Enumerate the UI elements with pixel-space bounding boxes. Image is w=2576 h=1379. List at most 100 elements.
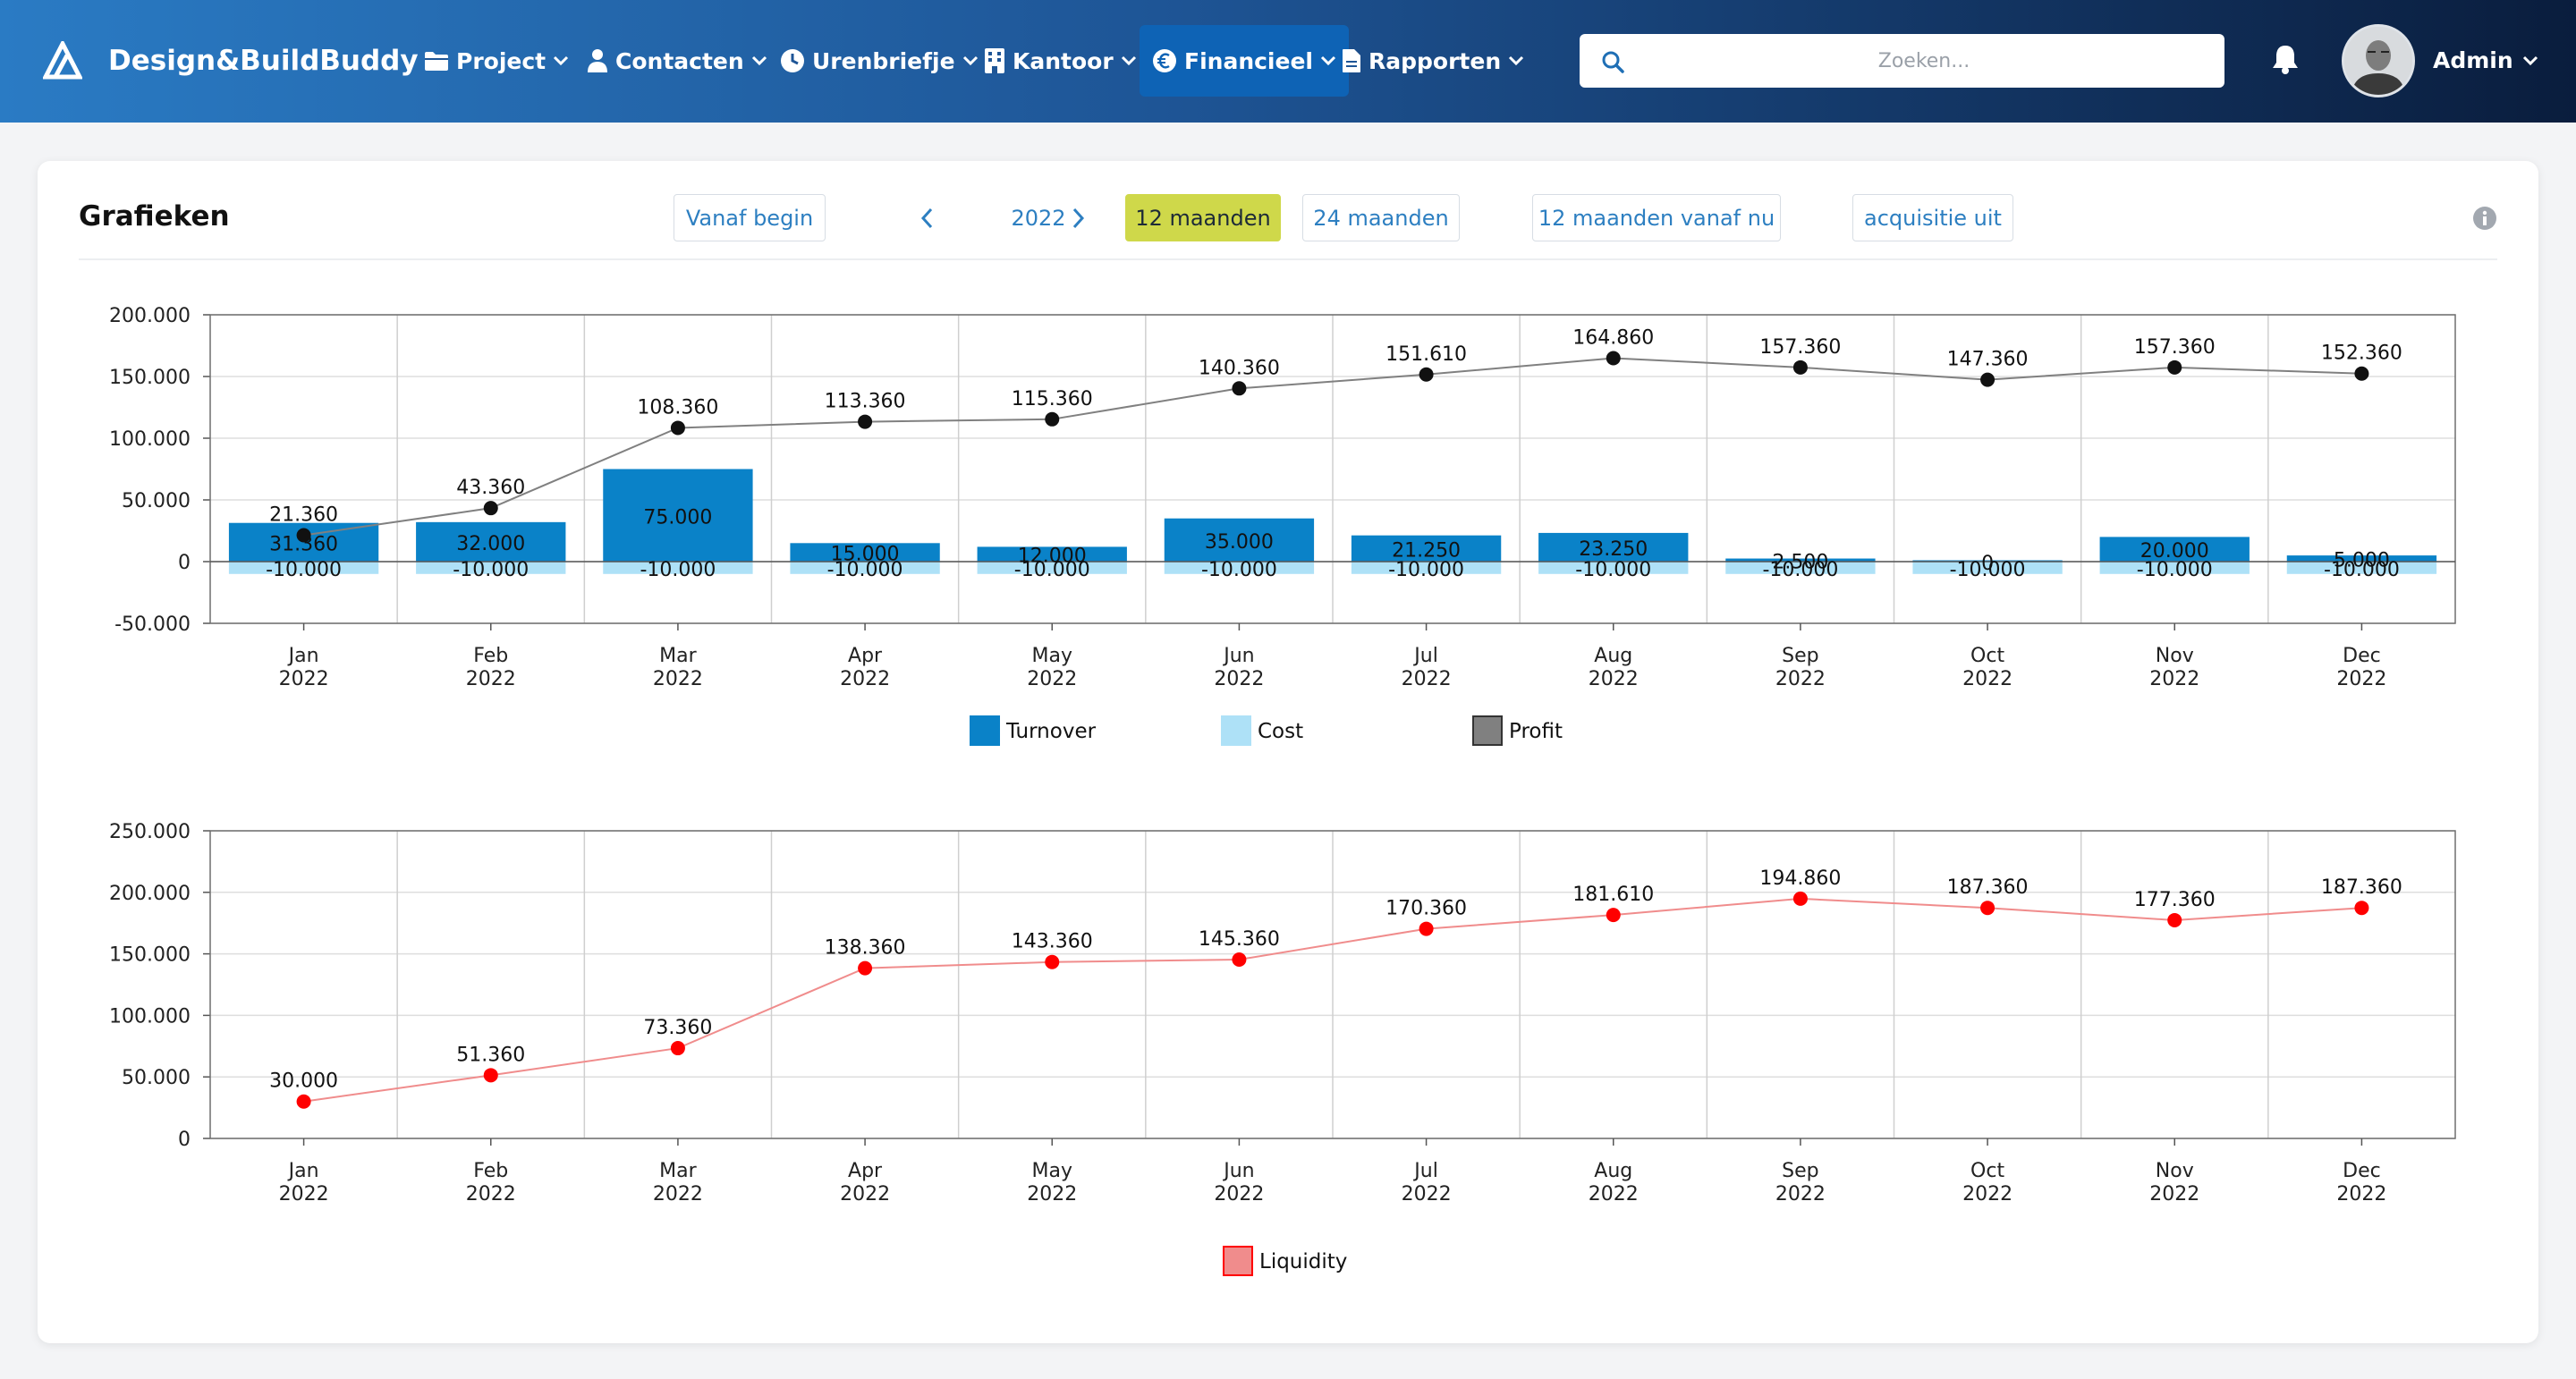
x-tick-label: Nov <box>2156 1160 2194 1182</box>
bell-icon[interactable] <box>2270 43 2301 75</box>
turnover-bar <box>1725 558 1876 562</box>
year-label: 2022 <box>1011 205 1066 231</box>
profit-label: 151.610 <box>1385 343 1467 366</box>
x-tick-label: 2022 <box>1027 668 1077 690</box>
user-icon <box>588 49 607 72</box>
nav-item-rapporten[interactable]: Rapporten <box>1342 25 1524 97</box>
period-12-months-button[interactable]: 12 maanden <box>1125 194 1281 241</box>
chevron-down-icon <box>1121 55 1136 66</box>
profit-label: 115.360 <box>1012 388 1093 410</box>
liquidity-point <box>1980 901 1996 916</box>
profit-point <box>2354 366 2369 381</box>
profit-label: 108.360 <box>637 396 718 419</box>
turnover-label: 23.250 <box>1579 538 1648 561</box>
profit-label: 147.360 <box>1947 349 2029 371</box>
x-tick-label: Feb <box>473 1160 508 1182</box>
logo-icon[interactable] <box>43 41 82 80</box>
charts-card: Grafieken Vanaf begin 2022 12 maanden 24… <box>38 161 2538 1343</box>
card-divider <box>79 258 2497 260</box>
cost-label: -10.000 <box>827 559 903 581</box>
x-tick-label: Jul <box>1412 645 1438 667</box>
y-tick-label: 50.000 <box>122 1067 191 1089</box>
profit-label: 140.360 <box>1199 357 1280 379</box>
search-input[interactable] <box>1633 34 2215 88</box>
x-tick-label: 2022 <box>1775 1183 1826 1206</box>
y-tick-label: 200.000 <box>109 883 191 905</box>
profit-point <box>296 528 311 543</box>
profit-point <box>670 420 685 436</box>
y-tick-label: 150.000 <box>109 367 191 389</box>
legend-swatch <box>1472 715 1503 746</box>
liquidity-point <box>1792 891 1808 906</box>
nav-item-financieel[interactable]: Financieel <box>1140 25 1349 97</box>
profit-label: 164.860 <box>1572 326 1654 349</box>
liquidity-point <box>296 1094 311 1109</box>
profit-line <box>303 357 2362 537</box>
x-tick-label: Sep <box>1782 645 1818 667</box>
cost-label: -10.000 <box>1388 559 1464 581</box>
x-tick-label: 2022 <box>653 1183 703 1206</box>
liquidity-label: 194.860 <box>1759 867 1841 890</box>
turnover-label: 75.000 <box>643 506 712 529</box>
x-tick-label: 2022 <box>1402 1183 1452 1206</box>
liquidity-point <box>2354 901 2369 916</box>
user-menu[interactable]: Admin <box>2433 43 2538 79</box>
info-icon[interactable] <box>2472 206 2497 231</box>
turnover-label: 5.000 <box>2334 550 2390 572</box>
profit-point <box>1045 411 1060 427</box>
from-start-button[interactable]: Vanaf begin <box>674 194 826 241</box>
cost-bar <box>1912 562 2063 574</box>
profit-point <box>483 501 498 516</box>
cost-label: -10.000 <box>2324 559 2400 581</box>
y-tick-label: 0 <box>178 1129 191 1151</box>
cost-bar <box>603 562 753 574</box>
y-tick-label: -50.000 <box>114 613 191 636</box>
x-tick-label: 2022 <box>466 668 516 690</box>
turnover-label: 32.000 <box>456 533 525 555</box>
y-tick-label: 250.000 <box>109 821 191 843</box>
cost-bar <box>1725 562 1876 574</box>
nav-item-kantoor[interactable]: Kantoor <box>984 25 1137 97</box>
legend-swatch <box>970 715 1000 746</box>
profit-point <box>1980 372 1996 387</box>
chevron-down-icon <box>554 55 569 66</box>
liquidity-point <box>1232 952 1247 967</box>
previous-year-icon[interactable] <box>914 200 941 236</box>
search-icon <box>1602 51 1624 73</box>
legend-label: Profit <box>1509 720 1563 743</box>
nav-item-project[interactable]: Project <box>424 25 569 97</box>
turnover-bar <box>1164 518 1315 562</box>
x-tick-label: Oct <box>1970 1160 2004 1182</box>
profit-label: 157.360 <box>1759 336 1841 359</box>
x-tick-label: Jan <box>287 1160 319 1182</box>
x-tick-label: Nov <box>2156 645 2194 667</box>
x-tick-label: Sep <box>1782 1160 1818 1182</box>
user-name: Admin <box>2433 47 2513 73</box>
avatar[interactable] <box>2342 24 2415 97</box>
liquidity-chart: 250.000200.000150.000100.00050.0000Jan20… <box>109 821 2456 1276</box>
turnover-label: 12.000 <box>1018 546 1087 568</box>
profit-point <box>858 414 873 429</box>
turnover-bar <box>603 469 753 562</box>
liquidity-label: 138.360 <box>825 937 906 960</box>
brand-name[interactable]: Design&BuildBuddy <box>108 45 419 77</box>
plot-area <box>209 830 2456 1139</box>
cost-bar <box>1351 562 1502 574</box>
next-year-icon[interactable] <box>1064 200 1091 236</box>
turnover-bar <box>977 546 1127 562</box>
cost-bar <box>1538 562 1689 574</box>
turnover-label: 20.000 <box>2140 540 2209 563</box>
nav-item-contacten[interactable]: Contacten <box>587 25 767 97</box>
12-months-from-now-button[interactable]: 12 maanden vanaf nu <box>1532 194 1781 241</box>
user-photo-icon <box>2344 27 2412 95</box>
search-box <box>1580 34 2224 88</box>
x-tick-label: 2022 <box>2149 1183 2199 1206</box>
chevron-down-icon <box>1509 55 1524 66</box>
x-tick-label: 2022 <box>1589 668 1639 690</box>
profit-point <box>2167 360 2182 375</box>
acquisition-toggle-button[interactable]: acquisitie uit <box>1852 194 2013 241</box>
nav-item-urenbriefje[interactable]: Urenbriefje <box>780 25 979 97</box>
liquidity-point <box>483 1068 498 1083</box>
x-tick-label: 2022 <box>1775 668 1826 690</box>
period-24-months-button[interactable]: 24 maanden <box>1302 194 1460 241</box>
